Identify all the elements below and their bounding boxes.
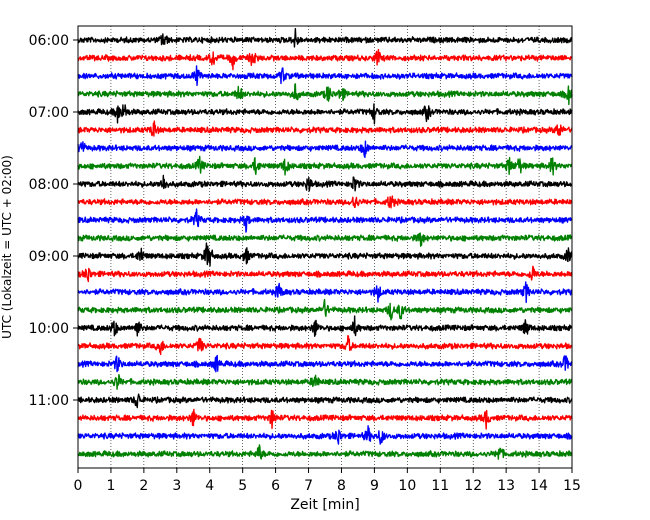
x-tick-label-12: 12 — [464, 478, 482, 494]
trace-row-4 — [77, 103, 573, 125]
trace-row-3 — [77, 83, 573, 106]
trace-row-22 — [77, 425, 573, 445]
trace-row-23 — [77, 444, 573, 460]
trace-row-0 — [77, 27, 573, 48]
trace-row-15 — [77, 298, 573, 321]
x-tick-label-11: 11 — [431, 478, 449, 494]
y-axis-label: UTC (Lokalzeit = UTC + 02:00) — [0, 155, 14, 339]
x-tick-label-9: 9 — [370, 478, 379, 494]
x-tick-label-2: 2 — [139, 478, 148, 494]
x-tick-label-14: 14 — [530, 478, 548, 494]
x-axis-label: Zeit [min] — [290, 497, 359, 513]
x-tick-label-3: 3 — [172, 478, 181, 494]
x-tick-label-1: 1 — [106, 478, 115, 494]
trace-row-9 — [77, 195, 573, 209]
x-tick-label-4: 4 — [205, 478, 214, 494]
trace-row-8 — [77, 174, 573, 192]
trace-row-12 — [77, 242, 573, 267]
trace-row-20 — [77, 393, 573, 409]
y-tick-label-0: 06:00 — [29, 33, 69, 49]
trace-row-21 — [77, 408, 573, 430]
x-tick-label-5: 5 — [238, 478, 247, 494]
trace-row-14 — [77, 281, 573, 304]
trace-row-2 — [77, 65, 573, 87]
trace-row-5 — [77, 120, 573, 137]
trace-row-18 — [77, 354, 573, 373]
y-tick-label-4: 10:00 — [29, 321, 69, 337]
x-tick-label-6: 6 — [271, 478, 280, 494]
trace-row-19 — [77, 374, 573, 390]
trace-row-10 — [77, 208, 573, 233]
y-tick-label-3: 09:00 — [29, 249, 69, 265]
trace-row-7 — [77, 155, 573, 176]
trace-row-17 — [77, 334, 573, 356]
y-tick-label-1: 07:00 — [29, 105, 69, 121]
x-tick-label-7: 7 — [304, 478, 313, 494]
x-tick-label-15: 15 — [563, 478, 581, 494]
plot-frame — [77, 25, 573, 469]
x-tick-label-13: 13 — [497, 478, 515, 494]
trace-row-11 — [77, 232, 573, 247]
x-axis: 0 1 2 3 4 5 6 7 8 9 10 11 12 13 14 15 — [74, 468, 581, 494]
y-tick-label-5: 11:00 — [29, 393, 69, 409]
traces — [77, 27, 573, 460]
trace-row-1 — [77, 48, 573, 71]
x-tick-label-0: 0 — [74, 478, 83, 494]
trace-row-6 — [77, 140, 573, 158]
trace-row-13 — [77, 265, 573, 283]
y-tick-label-2: 08:00 — [29, 177, 69, 193]
trace-row-16 — [77, 315, 573, 337]
y-axis: 06:00 07:00 08:00 09:00 10:00 11:00 — [29, 33, 78, 409]
x-tick-label-10: 10 — [398, 478, 416, 494]
x-tick-label-8: 8 — [337, 478, 346, 494]
